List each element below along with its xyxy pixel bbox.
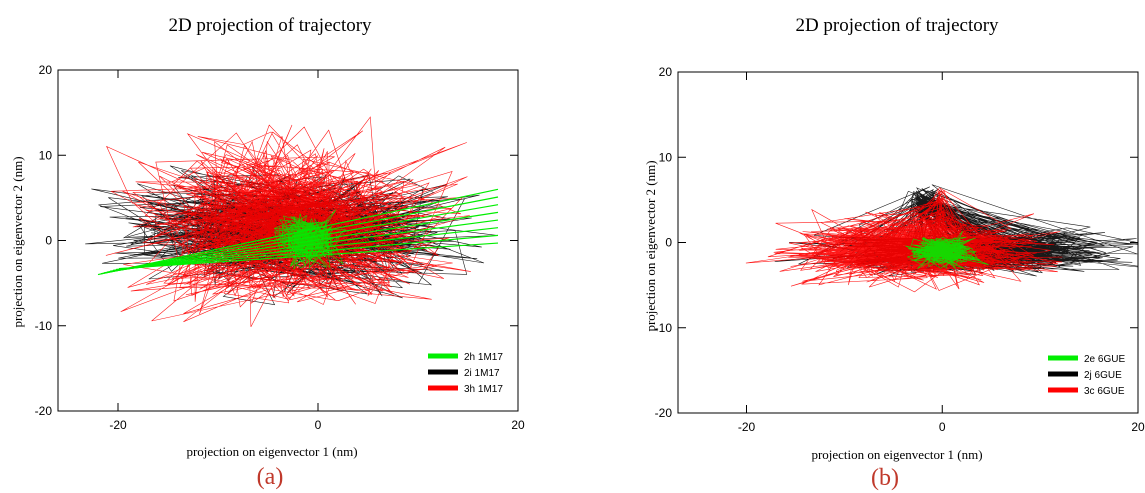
chart-panel-a: 2D projection of trajectory -20 0 2020100-…	[10, 15, 525, 490]
legend-label-b-1: 2j 6GUE	[1084, 370, 1122, 381]
series-streak-a-4	[109, 219, 499, 272]
legend-label-a-2: 3h 1M17	[464, 384, 503, 395]
legend-label-b-2: 3c 6GUE	[1084, 386, 1125, 397]
legend-a: 2h 1M17 2i 1M17 3h 1M17	[428, 352, 503, 395]
plot-area-a: -20 0 20 20 10 0 -10 -20 2h 1M17 2i 1M17 3h 1M17	[35, 63, 525, 432]
chart-b-ylabel: projection on eigenvector 2 (nm)	[643, 160, 658, 331]
y-tick-label-b-0: 20	[659, 65, 673, 79]
x-tick-label-a-1: 0	[315, 418, 322, 432]
y-tick-label-b-1: 10	[659, 150, 673, 164]
y-tick-label-b-2: 0	[665, 236, 672, 250]
series-streak-a-5	[112, 227, 499, 271]
x-tick-label-a-0: -20	[109, 418, 127, 432]
series-streak-a-1	[100, 196, 499, 275]
plot-area-b: -20 0 20 20 10 0 -10 -20 2e 6GUE 2j 6GUE 3c 6GUE	[655, 65, 1145, 434]
series-line-b-0	[905, 230, 989, 270]
legend-b: 2e 6GUE 2j 6GUE 3c 6GUE	[1048, 354, 1125, 397]
series-streak-a-7	[118, 242, 499, 270]
y-tick-label-a-4: -20	[35, 404, 53, 418]
chart-b-xlabel: projection on eigenvector 1 (nm)	[811, 447, 982, 462]
x-tick-label-b-2: 20	[1131, 420, 1145, 434]
series-streak-a-0	[97, 188, 499, 276]
y-tick-label-b-4: -20	[655, 406, 673, 420]
chart-a-ylabel: projection on eigenvector 2 (nm)	[10, 156, 25, 327]
chart-a-xlabel: projection on eigenvector 1 (nm)	[186, 444, 357, 459]
series-streak-a-6	[115, 234, 499, 271]
chart-b-panel-label: (b)	[871, 465, 899, 491]
chart-a-panel-label: (a)	[257, 464, 284, 490]
series-streak-a-2	[103, 204, 499, 274]
y-tick-label-a-0: 20	[39, 63, 53, 77]
y-tick-label-a-3: -10	[35, 319, 53, 333]
x-tick-label-b-1: 0	[939, 420, 946, 434]
series-streak-a-3	[106, 211, 499, 273]
y-tick-label-a-1: 10	[39, 148, 53, 162]
series-line-b-2	[745, 187, 1063, 293]
y-tick-label-a-2: 0	[45, 234, 52, 248]
chart-b-title: 2D projection of trajectory	[795, 15, 999, 36]
legend-label-a-1: 2i 1M17	[464, 368, 500, 379]
legend-label-a-0: 2h 1M17	[464, 352, 503, 363]
data-layer-a	[85, 116, 499, 328]
chart-panel-b: 2D projection of trajectory -20 0 2020100-…	[643, 15, 1145, 491]
x-tick-label-b-0: -20	[738, 420, 756, 434]
legend-label-b-0: 2e 6GUE	[1084, 354, 1125, 365]
y-tick-label-b-3: -10	[655, 321, 673, 335]
x-tick-label-a-2: 20	[511, 418, 525, 432]
chart-a-title: 2D projection of trajectory	[168, 15, 372, 36]
data-layer-b	[745, 184, 1138, 293]
